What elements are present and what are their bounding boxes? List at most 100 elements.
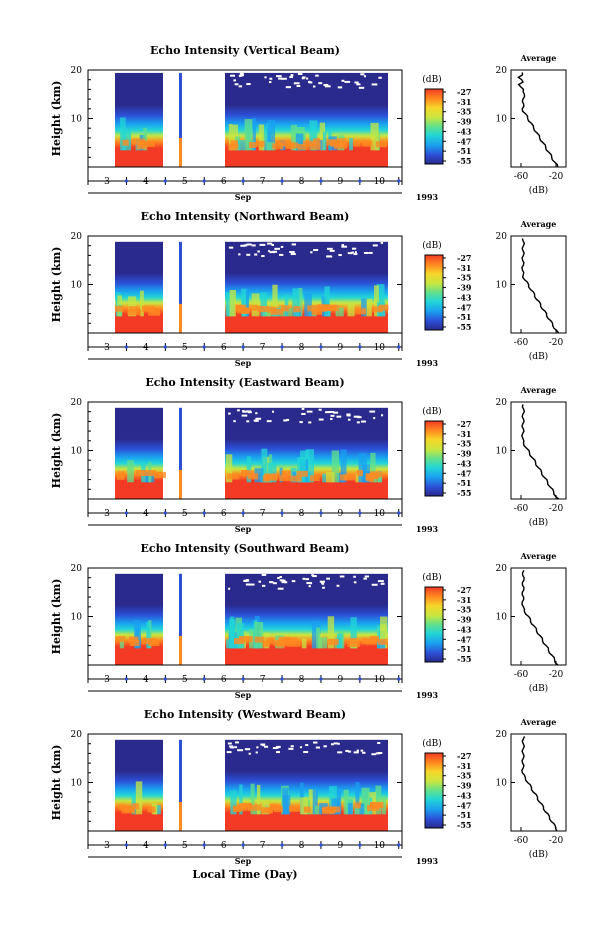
no-data-speck — [380, 414, 384, 417]
colorbar — [424, 88, 444, 165]
average-y-tick-label: 20 — [496, 730, 508, 740]
no-data-speck — [336, 584, 340, 587]
no-data-speck — [283, 419, 288, 422]
echo-plume — [226, 639, 231, 649]
no-data-speck — [280, 245, 284, 248]
echo-band — [234, 638, 245, 645]
no-data-speck — [272, 747, 278, 750]
no-data-speck — [306, 410, 313, 413]
x-tick-marker — [202, 843, 206, 847]
x-tick-marker — [202, 345, 206, 349]
echo-band — [247, 473, 259, 480]
echo-band — [327, 638, 339, 645]
no-data-speck — [323, 745, 327, 748]
echo-band — [237, 803, 251, 810]
x-tick-label: 9 — [338, 343, 344, 353]
echo-plume — [370, 122, 379, 151]
no-data-speck — [377, 580, 384, 583]
no-data-speck — [322, 586, 325, 589]
colorbar — [424, 254, 444, 331]
echo-plume — [354, 805, 362, 815]
echo-plume — [361, 298, 367, 317]
month-label: Sep — [235, 358, 252, 368]
echo-band — [326, 139, 339, 146]
colorbar-tick-label: -31 — [457, 595, 471, 605]
no-data-speck — [324, 85, 331, 88]
echo-band — [361, 637, 368, 644]
no-data-speck — [279, 576, 282, 579]
heatmap-segment — [225, 573, 388, 665]
panel-4: Echo Intensity (Southward Beam) 10 20 Heigh… — [50, 542, 567, 700]
no-data-speck — [277, 587, 284, 590]
x-tick-marker — [280, 677, 284, 681]
x-tick-label: 4 — [143, 343, 149, 353]
y-tick-label: 10 — [71, 115, 83, 125]
echo-plume — [308, 789, 317, 815]
no-data-speck — [264, 745, 269, 748]
colorbar-tick-label: -55 — [457, 322, 471, 332]
colorbar-tick-label: -55 — [457, 820, 471, 830]
echo-plume — [309, 120, 318, 151]
y-tick-label: 20 — [71, 730, 83, 740]
echo-band — [270, 308, 283, 315]
echo-band — [129, 640, 140, 647]
echo-band — [354, 308, 366, 315]
colorbar-tick-label: -31 — [457, 761, 471, 771]
no-data-speck — [356, 421, 360, 424]
average-x-tick-label: -60 — [514, 836, 529, 846]
echo-band — [356, 470, 363, 477]
echo-plume — [297, 288, 303, 317]
echo-plume — [250, 783, 255, 815]
colorbar-tick-label: -31 — [457, 429, 471, 439]
echo-band — [354, 802, 361, 809]
x-tick-label: 6 — [221, 841, 227, 851]
echo-band — [365, 638, 378, 645]
x-tick-marker — [124, 345, 129, 349]
no-data-speck — [259, 243, 266, 246]
echo-band — [131, 138, 146, 145]
echo-band — [378, 638, 388, 645]
echo-band — [378, 304, 389, 311]
echo-plume — [279, 467, 283, 483]
no-data-speck — [234, 741, 240, 744]
no-data-speck — [272, 582, 277, 585]
x-tick-label: 6 — [221, 509, 227, 519]
x-tick-label: 4 — [143, 675, 149, 685]
heatmap-segment — [115, 573, 163, 665]
no-data-speck — [290, 74, 294, 77]
average-x-tick-label: -60 — [514, 504, 529, 514]
echo-plume — [146, 621, 151, 649]
no-data-speck — [248, 752, 251, 755]
no-data-speck — [290, 253, 296, 256]
no-data-speck — [351, 251, 354, 254]
no-data-speck — [360, 420, 366, 423]
no-data-speck — [288, 747, 294, 750]
panel-title: Echo Intensity (Eastward Beam) — [145, 376, 344, 389]
x-tick-label: 7 — [260, 509, 266, 519]
echo-plume — [143, 127, 148, 151]
no-data-speck — [230, 74, 235, 77]
panel-3: Echo Intensity (Eastward Beam) 10 20 Height… — [50, 376, 567, 534]
no-data-speck — [268, 81, 272, 84]
no-data-speck — [277, 577, 280, 580]
no-data-speck — [255, 417, 262, 420]
echo-plume — [364, 299, 372, 317]
no-data-speck — [260, 743, 266, 746]
echo-plume — [283, 795, 291, 815]
no-data-speck — [276, 745, 281, 748]
no-data-speck — [338, 254, 342, 257]
no-data-speck — [327, 247, 333, 250]
no-data-speck — [246, 243, 252, 246]
heatmap-segment — [115, 241, 163, 333]
echo-plume — [239, 784, 243, 815]
no-data-speck — [302, 577, 306, 580]
echo-plume — [252, 117, 256, 151]
no-data-speck — [283, 579, 286, 582]
echo-band — [262, 640, 270, 647]
echo-band — [262, 475, 270, 482]
average-x-tick-label: -60 — [514, 172, 529, 182]
echo-plume — [267, 462, 277, 483]
no-data-speck — [293, 82, 300, 85]
echo-plume — [326, 471, 335, 483]
colorbar-tick-label: -47 — [457, 800, 471, 810]
